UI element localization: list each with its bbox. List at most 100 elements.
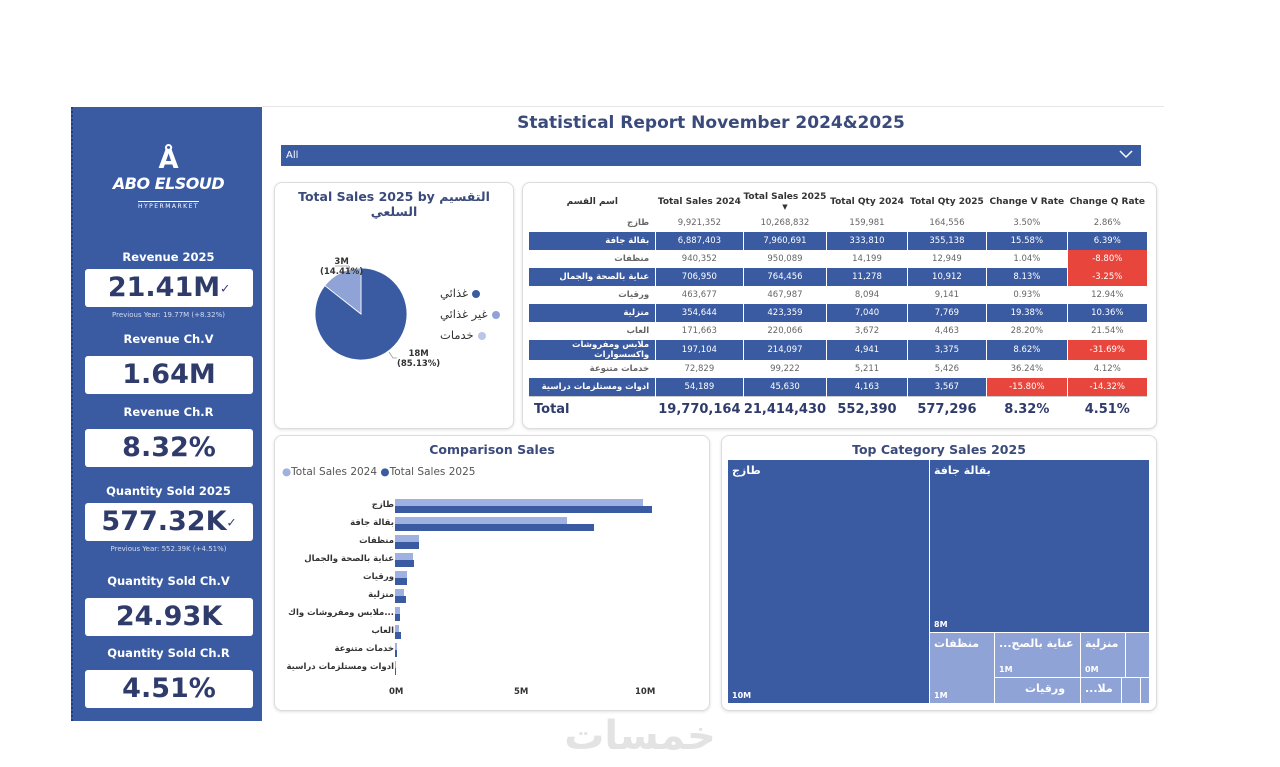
- bar-2025[interactable]: [395, 542, 419, 549]
- bar-category-label: طازج: [371, 500, 394, 510]
- table-cell-cat: ورقيات: [529, 286, 657, 304]
- bar-2025[interactable]: [395, 668, 397, 675]
- table-row[interactable]: خدمات متنوعة 72,829 99,222 5,211 5,426 36.24%…: [529, 360, 1149, 378]
- treemap-cell-grocery[interactable]: بقالة جافة 8M: [930, 460, 1150, 633]
- col-header-sales-2025[interactable]: Total Sales 2025 ▼: [743, 192, 827, 211]
- col-header-qty-2024[interactable]: Total Qty 2024: [830, 197, 904, 207]
- table-cell-cat: طازج: [529, 214, 657, 232]
- col-header-change-v[interactable]: Change V Rate: [989, 197, 1065, 207]
- total-cell-label: Total: [529, 395, 657, 422]
- treemap-cell-fresh[interactable]: طازج 10M: [728, 460, 930, 704]
- table-cell-q25: 12,949: [907, 250, 988, 268]
- pie-label-small-value: 3M: [334, 257, 349, 267]
- table-cell-cq: 12.94%: [1067, 286, 1149, 304]
- total-cell-s24: 19,770,164: [655, 395, 744, 422]
- table-cell-cv: 28.20%: [986, 322, 1068, 340]
- brand-logo: Å ABO ELSOUD HYPERMARKET: [73, 145, 264, 212]
- bar-2025[interactable]: [395, 578, 407, 585]
- watermark: خمسات: [564, 713, 716, 759]
- col-header-category[interactable]: اسم القسم: [566, 197, 618, 207]
- kpi-value: 21.41M: [107, 272, 221, 303]
- bar-2024[interactable]: [395, 517, 568, 524]
- bar-2024[interactable]: [395, 571, 407, 578]
- table-cell-q24: 4,163: [826, 378, 908, 396]
- bar-2024[interactable]: [395, 553, 413, 560]
- table-cell-s25: 950,089: [743, 250, 828, 268]
- treemap-cell-home[interactable]: منزلية 0M: [1081, 633, 1126, 678]
- treemap-cell-clothes[interactable]: ملا...: [1081, 678, 1122, 704]
- table-cell-q25: 3,375: [907, 340, 988, 360]
- pie-card: Total Sales 2025 by التقسيم السلعي: [274, 182, 514, 429]
- table-row[interactable]: منظفات 940,352 950,089 14,199 12,949 1.04% -8.…: [529, 250, 1149, 268]
- table-cell-cv: 36.24%: [986, 360, 1068, 378]
- bar-category-label: عناية بالصحة والجمال: [304, 554, 394, 564]
- pie-chart: [314, 267, 408, 361]
- pie-leader-lines: [335, 265, 397, 359]
- table-row[interactable]: ملابس ومفروشات واكسسوارات 197,104 214,097 4…: [529, 340, 1149, 360]
- table-cell-cq: 2.86%: [1067, 214, 1149, 232]
- kpi-value: 4.51%: [122, 673, 216, 704]
- table-row[interactable]: طازج 9,921,352 10,268,832 159,981 164,556 3.5…: [529, 214, 1149, 232]
- table-row[interactable]: منزلية 354,644 423,359 7,040 7,769 19.38% 10.3…: [529, 304, 1149, 322]
- table-cell-cat: منزلية: [529, 304, 657, 322]
- bar-2025[interactable]: [395, 614, 401, 621]
- bar-2025[interactable]: [395, 524, 595, 531]
- bar-2024[interactable]: [395, 589, 404, 596]
- bar-2024[interactable]: [395, 607, 400, 614]
- bar-2025[interactable]: [395, 506, 652, 513]
- table-cell-q25: 10,912: [907, 268, 988, 286]
- col-header-qty-2025[interactable]: Total Qty 2025: [910, 197, 984, 207]
- col-header-sales-2024[interactable]: Total Sales 2024: [657, 197, 741, 207]
- table-cell-s24: 6,887,403: [655, 232, 744, 250]
- legend-2025[interactable]: Total Sales 2025: [389, 466, 476, 478]
- bar-2025[interactable]: [395, 632, 401, 639]
- table-cell-s25: 10,268,832: [743, 214, 828, 232]
- pie-slice-nonfood[interactable]: [324, 267, 362, 315]
- table-cell-cq: -8.80%: [1067, 250, 1149, 268]
- bar-2025[interactable]: [395, 596, 406, 603]
- bar-2025[interactable]: [395, 560, 415, 567]
- bar-2024[interactable]: [395, 643, 397, 650]
- category-slicer[interactable]: All: [281, 145, 1141, 166]
- col-header-change-q[interactable]: Change Q Rate: [1069, 197, 1145, 207]
- table-cell-cq: -31.69%: [1067, 340, 1149, 360]
- kpi-card: 4.51%: [85, 670, 253, 708]
- legend-dot-icon: [491, 310, 500, 319]
- treemap-cell-small-1[interactable]: [1126, 633, 1150, 678]
- bar-2024[interactable]: [395, 499, 644, 506]
- bar-2025[interactable]: [395, 650, 398, 657]
- bar-2024[interactable]: [395, 625, 400, 632]
- table-row[interactable]: ادوات ومستلزمات دراسية 54,189 45,630 4,163 3…: [529, 378, 1149, 396]
- table-cell-s24: 706,950: [655, 268, 744, 286]
- table-cell-cat: منظفات: [529, 250, 657, 268]
- table-row[interactable]: العاب 171,663 220,066 3,672 4,463 28.20% 21.54…: [529, 322, 1149, 340]
- treemap-cell-small-2[interactable]: [1122, 678, 1141, 704]
- pie-legend-services[interactable]: خدمات: [440, 328, 486, 342]
- table-cell-cv: 1.04%: [986, 250, 1068, 268]
- legend-2024[interactable]: Total Sales 2024: [291, 466, 378, 478]
- treemap-cell-health[interactable]: عناية بالصح... 1M: [995, 633, 1081, 678]
- treemap-cell-paper[interactable]: ورقيات: [995, 678, 1081, 704]
- table-cell-s24: 171,663: [655, 322, 744, 340]
- kpi-card: 24.93K: [85, 598, 253, 636]
- bar-2024[interactable]: [395, 535, 419, 542]
- brand-name: ABO ELSOUD: [112, 174, 225, 193]
- pie-legend-food[interactable]: غذائي: [440, 286, 481, 300]
- table-cell-cq: 10.36%: [1067, 304, 1149, 322]
- chevron-down-icon[interactable]: [1119, 145, 1133, 166]
- kpi-label: Revenue Ch.V: [123, 332, 214, 346]
- treemap-cell-detergents[interactable]: منظفات 1M: [930, 633, 995, 704]
- table-row[interactable]: بقالة جافة 6,887,403 7,960,691 333,810 355,1…: [529, 232, 1149, 250]
- table-cell-cv: 15.58%: [986, 232, 1068, 250]
- pie-label-big: 18M (85.13%): [397, 349, 440, 369]
- table-row[interactable]: ورقيات 463,677 467,987 8,094 9,141 0.93% 12.94…: [529, 286, 1149, 304]
- table-cell-s25: 467,987: [743, 286, 828, 304]
- table-cell-q25: 355,138: [907, 232, 988, 250]
- bar-2024[interactable]: [395, 661, 397, 668]
- table-cell-s25: 214,097: [743, 340, 828, 360]
- pie-legend-nonfood[interactable]: غير غذائي: [440, 307, 500, 321]
- table-cell-q25: 5,426: [907, 360, 988, 378]
- kpi-value: 8.32%: [122, 432, 216, 463]
- treemap-cell-small-3[interactable]: [1141, 678, 1150, 704]
- table-row[interactable]: عناية بالصحة والجمال 706,950 764,456 11,278…: [529, 268, 1149, 286]
